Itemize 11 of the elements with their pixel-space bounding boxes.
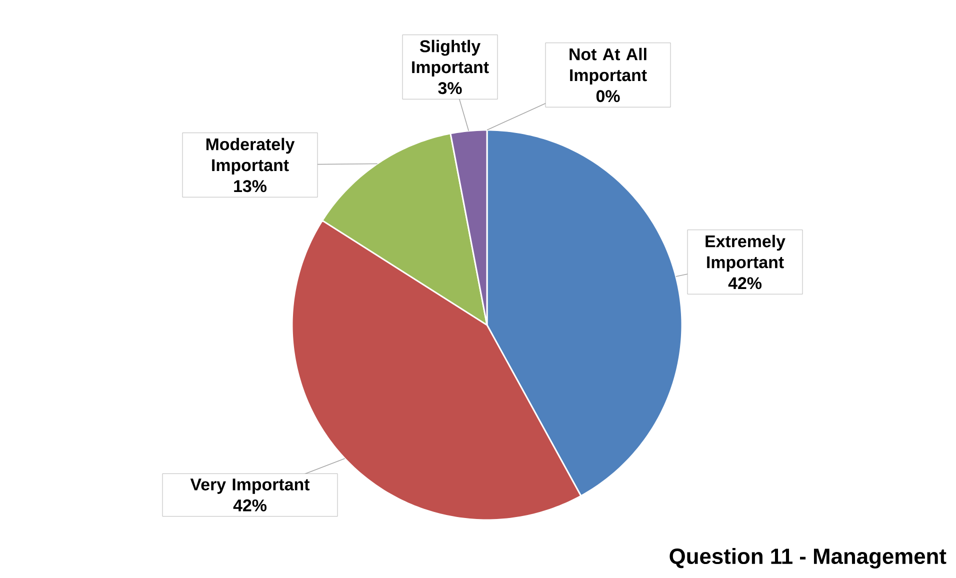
- data-label: 3%: [438, 82, 462, 94]
- slice-label: Extremely Important: [706, 234, 786, 272]
- data-label: 42%: [233, 499, 266, 512]
- slice-label: Slightly Important: [412, 40, 489, 77]
- text: 0%: [596, 90, 620, 102]
- data-label: 13%: [234, 180, 266, 192]
- data-label: 42%: [728, 277, 762, 290]
- slice-label: Moderately Important: [206, 138, 295, 175]
- category-label: Not At All Important: [570, 48, 647, 85]
- text: Question 11 - Management: [670, 548, 946, 568]
- slice-label: Very Important: [190, 478, 310, 494]
